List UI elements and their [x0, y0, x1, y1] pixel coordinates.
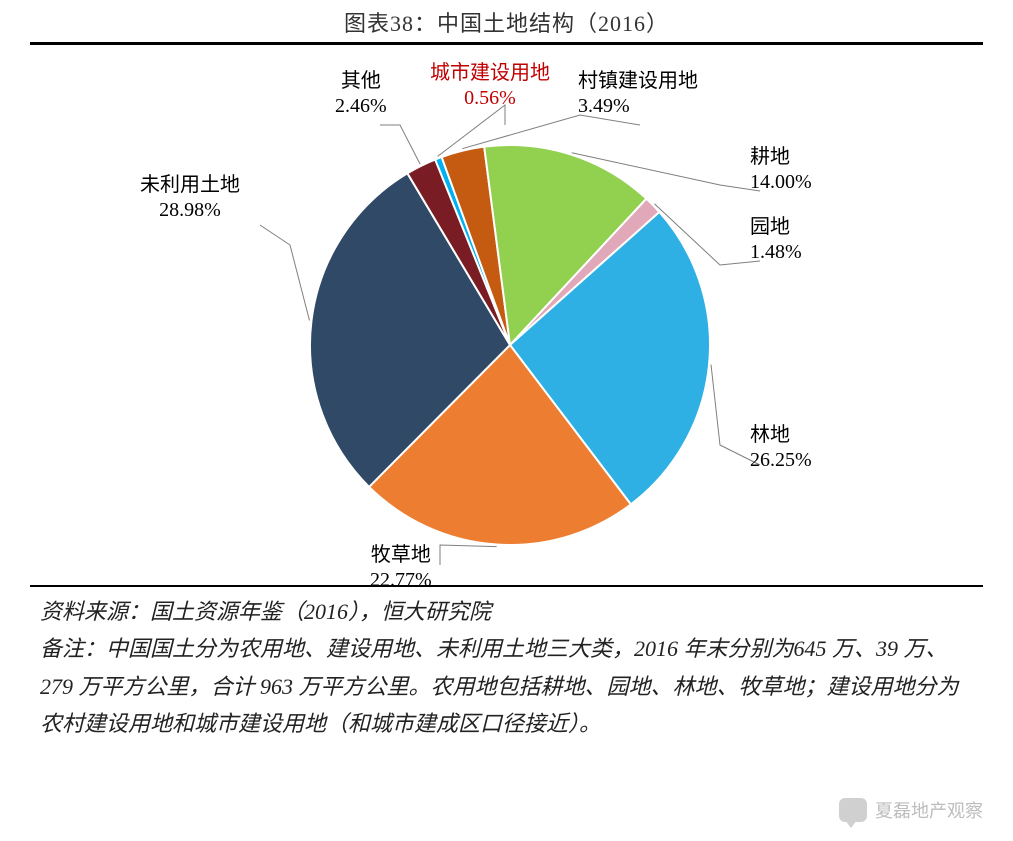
speech-bubble-icon — [839, 798, 867, 822]
leader-line — [380, 125, 420, 164]
slice-pct: 1.48% — [750, 240, 802, 265]
slice-pct: 2.46% — [335, 94, 387, 119]
slice-pct: 0.56% — [430, 86, 550, 111]
slice-name: 城市建设用地 — [430, 62, 550, 84]
note-prefix: 备注： — [40, 636, 106, 661]
slice-label: 城市建设用地0.56% — [430, 61, 550, 111]
note-line: 备注：中国国土分为农用地、建设用地、未利用土地三大类，2016 年末分别为645… — [40, 630, 973, 742]
leader-line — [260, 225, 310, 321]
leader-line — [462, 115, 640, 149]
slice-label: 园地1.48% — [750, 215, 802, 265]
chart-title: 图表38：中国土地结构（2016） — [0, 0, 1013, 42]
pie-svg — [0, 45, 1013, 585]
slice-name: 未利用土地 — [140, 174, 240, 196]
slice-pct: 26.25% — [750, 448, 812, 473]
slice-name: 林地 — [750, 424, 790, 446]
slice-pct: 22.77% — [370, 568, 432, 593]
slice-pct: 28.98% — [140, 198, 240, 223]
pie-chart-area: 城市建设用地0.56%村镇建设用地3.49%耕地14.00%园地1.48%林地2… — [0, 45, 1013, 585]
slice-name: 村镇建设用地 — [578, 70, 698, 92]
slice-label: 牧草地22.77% — [370, 543, 432, 593]
slice-label: 耕地14.00% — [750, 145, 812, 195]
slice-name: 其他 — [341, 70, 381, 92]
leader-line — [440, 545, 497, 565]
slice-pct: 14.00% — [750, 170, 812, 195]
watermark-text: 夏磊地产观察 — [875, 797, 983, 823]
watermark: 夏磊地产观察 — [839, 797, 983, 823]
footnotes: 资料来源：国土资源年鉴（2016），恒大研究院 备注：中国国土分为农用地、建设用… — [40, 593, 973, 743]
bottom-rule — [30, 585, 983, 587]
slice-name: 园地 — [750, 216, 790, 238]
source-line: 资料来源：国土资源年鉴（2016），恒大研究院 — [40, 593, 973, 630]
slice-pct: 3.49% — [578, 94, 698, 119]
slice-label: 未利用土地28.98% — [140, 173, 240, 223]
slice-label: 村镇建设用地3.49% — [578, 69, 698, 119]
slice-name: 耕地 — [750, 146, 790, 168]
slice-name: 牧草地 — [371, 544, 431, 566]
slice-label: 其他2.46% — [335, 69, 387, 119]
slice-label: 林地26.25% — [750, 423, 812, 473]
note-body: 中国国土分为农用地、建设用地、未利用土地三大类，2016 年末分别为645 万、… — [40, 636, 959, 736]
